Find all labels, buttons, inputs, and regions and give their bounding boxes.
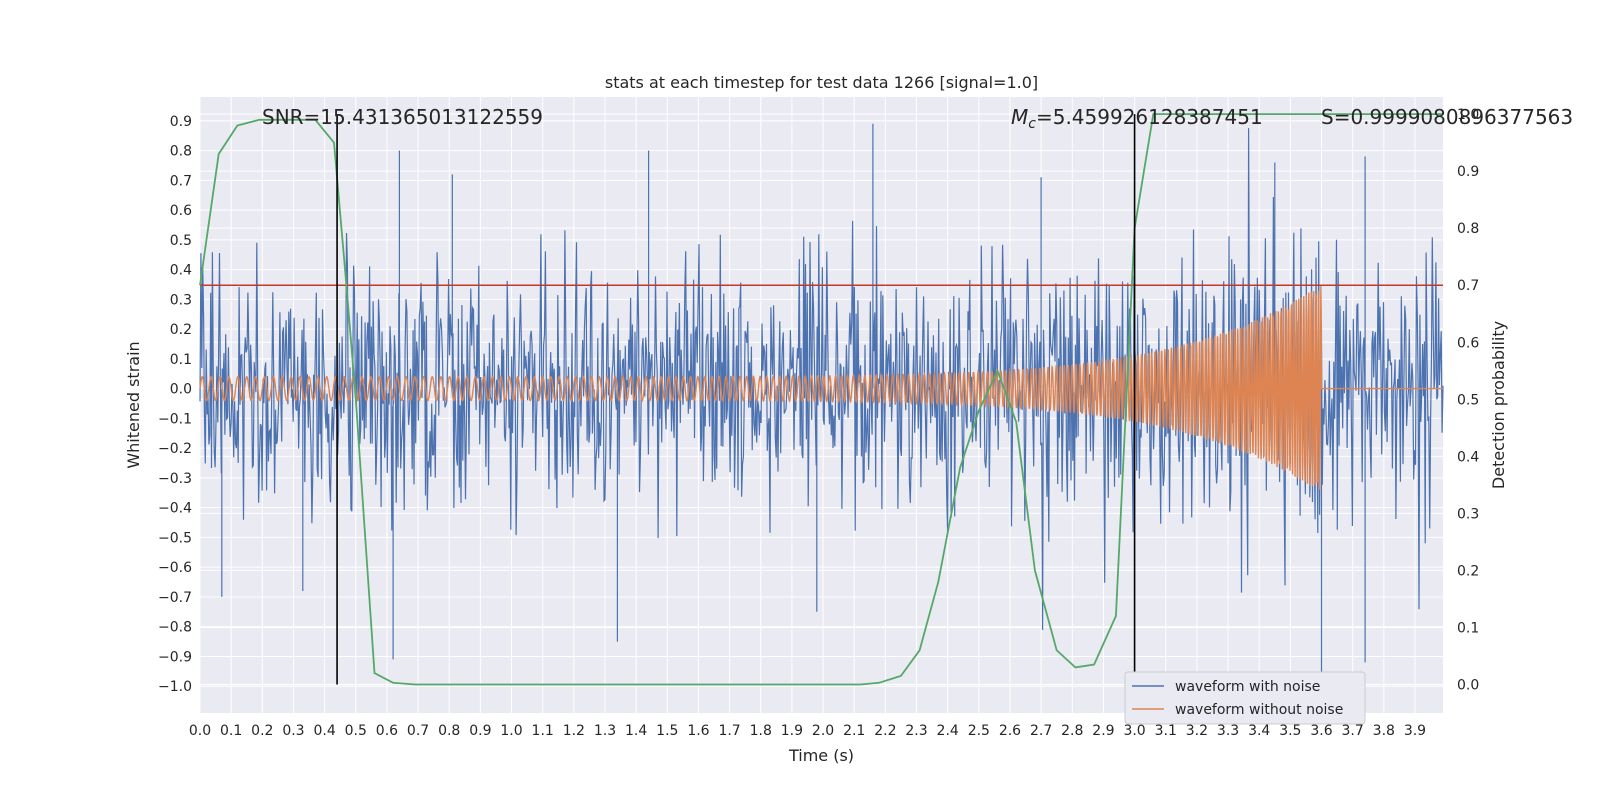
y-left-tick-label: −0.9 bbox=[158, 649, 192, 665]
legend-label-with-noise: waveform with noise bbox=[1175, 679, 1320, 695]
y-left-tick-label: 0.9 bbox=[170, 114, 192, 130]
y-right-tick-label: 0.7 bbox=[1457, 278, 1479, 294]
y-left-tick-label: −0.1 bbox=[158, 411, 192, 427]
y-left-tick-label: 0.6 bbox=[170, 203, 192, 219]
legend-box bbox=[1124, 671, 1366, 725]
x-tick-label: 3.9 bbox=[1404, 723, 1426, 739]
x-tick-label: 2.9 bbox=[1092, 723, 1114, 739]
y-right-tick-label: 0.0 bbox=[1457, 677, 1479, 693]
x-tick-label: 3.7 bbox=[1342, 723, 1364, 739]
x-tick-label: 2.7 bbox=[1030, 723, 1052, 739]
x-axis-label: Time (s) bbox=[788, 746, 854, 765]
mc-subscript: c bbox=[1028, 116, 1036, 132]
y-left-tick-label: −0.6 bbox=[158, 560, 192, 576]
x-tick-label: 2.1 bbox=[843, 723, 865, 739]
x-tick-label: 1.7 bbox=[718, 723, 740, 739]
x-tick-label: 3.2 bbox=[1186, 723, 1208, 739]
y-left-tick-label: −0.5 bbox=[158, 530, 192, 546]
x-tick-label: 1.2 bbox=[563, 723, 585, 739]
x-tick-label: 2.3 bbox=[905, 723, 927, 739]
y-left-tick-label: 0.8 bbox=[170, 144, 192, 160]
x-tick-label: 0.3 bbox=[282, 723, 304, 739]
y-left-tick-label: 0.0 bbox=[170, 382, 192, 398]
y-right-tick-label: 0.8 bbox=[1457, 221, 1479, 237]
x-tick-label: 0.4 bbox=[313, 723, 335, 739]
x-tick-label: 1.1 bbox=[532, 723, 554, 739]
x-tick-label: 2.5 bbox=[968, 723, 990, 739]
x-tick-label: 3.6 bbox=[1310, 723, 1332, 739]
series-waveform-without-noise bbox=[199, 285, 1443, 490]
x-tick-label: 2.6 bbox=[999, 723, 1021, 739]
x-tick-label: 0.5 bbox=[345, 723, 367, 739]
x-tick-label: 0.9 bbox=[469, 723, 491, 739]
y-left-tick-label: 0.1 bbox=[170, 352, 192, 368]
x-tick-label: 3.8 bbox=[1373, 723, 1395, 739]
y-left-tick-label: −0.2 bbox=[158, 441, 192, 457]
y-left-tick-label: 0.5 bbox=[170, 233, 192, 249]
mc-symbol: M bbox=[1011, 105, 1028, 129]
x-tick-label: 3.5 bbox=[1279, 723, 1301, 739]
x-tick-label: 1.8 bbox=[750, 723, 772, 739]
y-left-tick-label: −0.3 bbox=[158, 471, 192, 487]
y-right-tick-label: 0.6 bbox=[1457, 335, 1479, 351]
x-tick-label: 0.0 bbox=[189, 723, 211, 739]
snr-annotation: SNR=15.431365013122559 bbox=[262, 105, 543, 129]
x-tick-label: 3.1 bbox=[1155, 723, 1177, 739]
y-right-tick-label: 0.2 bbox=[1457, 563, 1479, 579]
x-tick-label: 2.0 bbox=[812, 723, 834, 739]
x-tick-label: 3.3 bbox=[1217, 723, 1239, 739]
y-right-tick-label: 0.5 bbox=[1457, 392, 1479, 408]
y-left-tick-label: 0.7 bbox=[170, 173, 192, 189]
x-tick-label: 1.4 bbox=[625, 723, 647, 739]
y-left-tick-label: −0.8 bbox=[158, 620, 192, 636]
y-right-tick-label: 1.0 bbox=[1457, 107, 1479, 123]
series-waveform-with-noise bbox=[199, 123, 1444, 681]
x-tick-label: 2.2 bbox=[874, 723, 896, 739]
y-right-tick-label: 0.4 bbox=[1457, 449, 1479, 465]
x-tick-label: 3.0 bbox=[1123, 723, 1145, 739]
y-right-tick-label: 0.3 bbox=[1457, 506, 1479, 522]
x-tick-label: 1.3 bbox=[594, 723, 616, 739]
x-tick-label: 1.9 bbox=[781, 723, 803, 739]
s-annotation: S=0.9999080896377563 bbox=[1321, 105, 1573, 129]
y-right-tick-label: 0.1 bbox=[1457, 620, 1479, 636]
y-left-tick-label: −1.0 bbox=[158, 679, 192, 695]
series-layer bbox=[199, 113, 1444, 686]
x-tick-label: 0.7 bbox=[407, 723, 429, 739]
x-tick-label: 3.4 bbox=[1248, 723, 1270, 739]
y-left-tick-label: 0.4 bbox=[170, 263, 192, 279]
y-left-tick-label: −0.4 bbox=[158, 501, 192, 517]
x-tick-label: 1.5 bbox=[656, 723, 678, 739]
chart-title: stats at each timestep for test data 126… bbox=[605, 73, 1038, 92]
x-tick-label: 0.6 bbox=[376, 723, 398, 739]
legend: waveform with noise waveform without noi… bbox=[1124, 671, 1366, 725]
mc-value: =5.459926128387451 bbox=[1036, 105, 1263, 129]
tick-labels: 0.0 0.1 0.2 0.3 0.4 0.5 0.6 0.7 0.8 0.9 1.0 1.1 1.2 1… bbox=[158, 107, 1479, 739]
y-left-tick-label: −0.7 bbox=[158, 590, 192, 606]
x-tick-label: 1.0 bbox=[500, 723, 522, 739]
x-tick-label: 2.4 bbox=[937, 723, 959, 739]
y-right-tick-label: 0.9 bbox=[1457, 164, 1479, 180]
y-axis-label-right: Detection probability bbox=[1489, 321, 1508, 489]
y-left-tick-label: 0.2 bbox=[170, 322, 192, 338]
chirp-mass-annotation: Mc=5.459926128387451 bbox=[1011, 105, 1263, 132]
y-left-tick-label: 0.3 bbox=[170, 292, 192, 308]
x-tick-label: 0.1 bbox=[220, 723, 242, 739]
series-detection-probability bbox=[199, 113, 1443, 686]
legend-label-without-noise: waveform without noise bbox=[1175, 702, 1343, 718]
x-tick-label: 0.8 bbox=[438, 723, 460, 739]
y-axis-label-left: Whitened strain bbox=[124, 341, 143, 468]
x-tick-label: 1.6 bbox=[687, 723, 709, 739]
x-tick-label: 2.8 bbox=[1061, 723, 1083, 739]
x-tick-label: 0.2 bbox=[251, 723, 273, 739]
